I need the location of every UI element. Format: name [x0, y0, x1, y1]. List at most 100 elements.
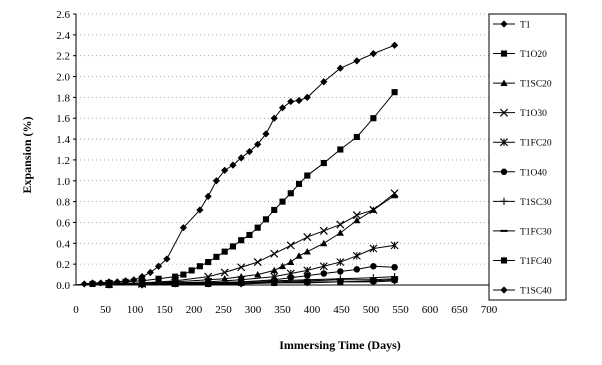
y-tick-label: 2.6 — [56, 9, 70, 21]
x-tick-label: 650 — [451, 304, 468, 316]
legend-item: T1O40 — [493, 168, 547, 178]
axes: 0.0 0.2 0.4 0.6 0.8 1.0 1.2 1.4 1.6 1.8 2.0 2.2 2.4 2… — [56, 9, 498, 316]
x-tick-label: 500 — [363, 304, 380, 316]
x-tick-label: 400 — [304, 304, 321, 316]
data-point — [262, 216, 270, 223]
data-point — [369, 244, 378, 253]
x-tick-label: 700 — [481, 304, 498, 316]
data-point — [303, 248, 311, 255]
data-point — [336, 64, 344, 72]
data-point — [353, 57, 361, 65]
legend-marker — [500, 286, 508, 294]
data-point — [304, 172, 311, 179]
data-point — [295, 252, 303, 259]
legend-label: T1O40 — [520, 168, 547, 178]
legend-item: T1SC30 — [493, 197, 552, 208]
data-point — [295, 180, 303, 187]
data-point — [303, 233, 312, 242]
legend-label: T1FC20 — [520, 139, 552, 149]
y-tick-label: 1.2 — [56, 155, 70, 167]
y-tick-label: 0.0 — [56, 280, 70, 292]
y-tick-label: 1.0 — [56, 176, 70, 188]
legend-item: T1 — [493, 20, 531, 31]
legend-item: T1FC30 — [493, 227, 552, 237]
data-point — [370, 115, 377, 122]
data-point — [303, 279, 311, 287]
data-point — [254, 270, 262, 278]
data-point — [391, 277, 399, 285]
data-point — [287, 258, 295, 265]
data-point — [337, 146, 344, 153]
data-point — [262, 130, 270, 138]
data-point — [369, 50, 377, 58]
x-tick-label: 0 — [73, 304, 79, 316]
x-tick-label: 50 — [100, 304, 112, 316]
x-tick-label: 100 — [127, 304, 144, 316]
data-point — [319, 262, 328, 271]
y-tick-label: 1.4 — [56, 134, 70, 146]
y-tick-label: 2.0 — [56, 72, 70, 84]
series-t1 — [75, 41, 399, 288]
data-point — [320, 159, 327, 167]
data-point — [304, 272, 311, 279]
series-line — [75, 91, 395, 286]
legend-item: T1O20 — [493, 50, 547, 60]
x-tick-label: 200 — [186, 304, 203, 316]
data-point — [204, 280, 212, 288]
series-t1o30 — [75, 189, 399, 288]
data-point — [155, 275, 162, 282]
data-point — [254, 224, 261, 231]
series-t1sc20 — [75, 191, 399, 287]
legend-marker — [499, 108, 509, 117]
legend-label: T1SC30 — [520, 198, 552, 208]
data-point — [155, 262, 163, 270]
data-point — [213, 253, 220, 260]
x-tick-label: 450 — [333, 304, 350, 316]
data-point — [163, 255, 171, 263]
series-lines — [75, 41, 399, 289]
data-point — [278, 262, 287, 270]
legend-item: T1SC40 — [493, 286, 552, 297]
data-point — [196, 206, 204, 214]
data-point — [80, 280, 88, 288]
data-point — [212, 177, 221, 185]
data-point — [188, 267, 195, 274]
legend-label: T1SC40 — [520, 287, 552, 297]
data-point — [253, 258, 262, 267]
data-point — [138, 281, 146, 289]
data-point — [171, 280, 179, 288]
legend-label: T1FC30 — [520, 227, 552, 237]
x-tick-label: 300 — [245, 304, 262, 316]
data-point — [336, 278, 344, 286]
data-point — [353, 216, 361, 224]
y-tick-label: 2.2 — [56, 51, 70, 63]
data-point — [130, 276, 138, 284]
y-tick-label: 2.4 — [56, 30, 70, 42]
data-point — [336, 258, 345, 267]
data-point — [254, 140, 262, 148]
legend-label: T1O20 — [520, 50, 547, 60]
legend-item: T1FC40 — [493, 257, 552, 267]
data-point — [287, 97, 295, 106]
x-tick-label: 600 — [422, 304, 439, 316]
x-tick-label: 550 — [392, 304, 409, 316]
data-point — [270, 249, 279, 258]
data-point — [271, 206, 278, 214]
data-point — [270, 114, 278, 122]
legend-item: T1FC20 — [493, 138, 552, 149]
data-point — [391, 89, 398, 96]
data-point — [221, 248, 228, 255]
series-t1o20 — [75, 89, 398, 288]
legend-item: T1O30 — [493, 108, 547, 119]
data-point — [337, 268, 344, 275]
data-point — [336, 220, 345, 229]
legend-marker — [500, 20, 508, 28]
data-point — [220, 268, 229, 277]
data-point — [287, 274, 295, 281]
data-point — [245, 147, 254, 156]
data-point — [204, 192, 212, 201]
x-tick-label: 150 — [156, 304, 173, 316]
data-point — [246, 231, 253, 239]
y-tick-label: 0.8 — [56, 197, 70, 209]
